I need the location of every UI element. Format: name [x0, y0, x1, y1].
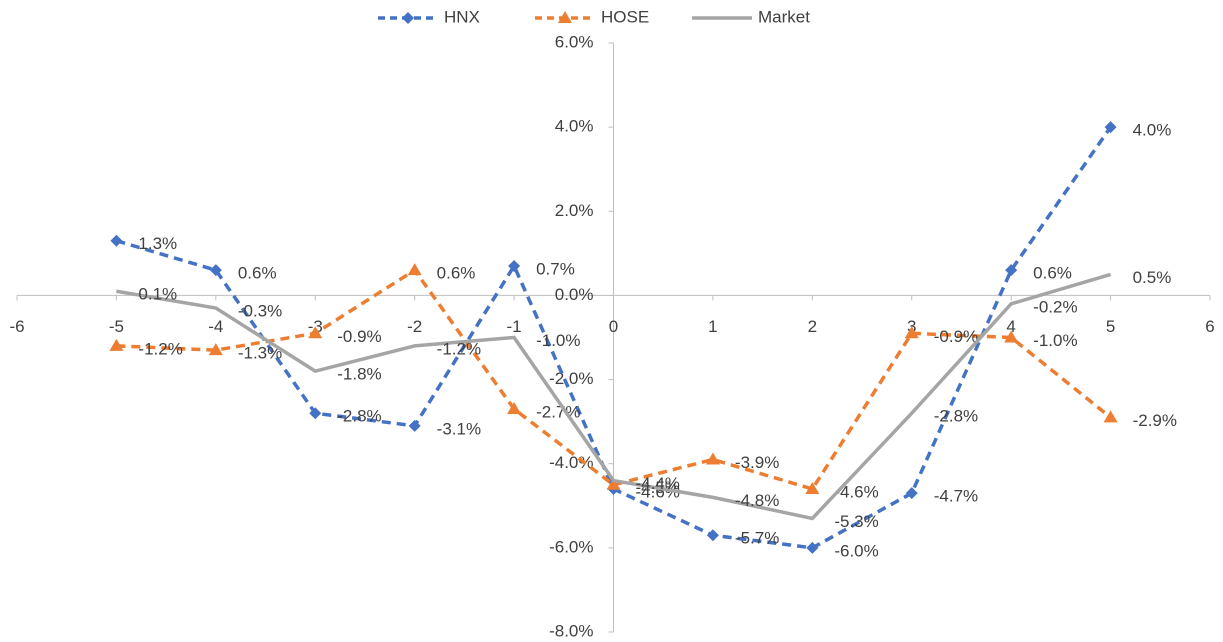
point-marker: [706, 529, 719, 542]
data-label: 0.6%: [437, 264, 476, 283]
y-tick-label: 2.0%: [555, 201, 594, 220]
point-marker: [905, 487, 918, 500]
data-label: -5.3%: [834, 512, 878, 531]
series-line: [116, 272, 1112, 521]
x-tick-label: 2: [808, 317, 817, 336]
point-marker: [110, 234, 123, 247]
data-label: -0.9%: [337, 327, 381, 346]
x-tick-label: 6: [1205, 317, 1214, 336]
y-tick-label: 6.0%: [555, 32, 594, 51]
legend-marker: [558, 11, 572, 23]
data-label: -6.0%: [834, 541, 878, 560]
legend-label: Market: [758, 7, 810, 26]
series-line: [116, 267, 1112, 492]
data-label: 0.6%: [1033, 264, 1072, 283]
x-tick-label: 5: [1106, 317, 1115, 336]
x-tick-label: -6: [9, 317, 24, 336]
legend-marker: [402, 12, 414, 24]
data-label: -4.4%: [636, 474, 680, 493]
y-tick-label: 0.0%: [555, 285, 594, 304]
point-marker: [309, 407, 322, 420]
y-tick-label: -6.0%: [549, 537, 593, 556]
data-label: -4.7%: [934, 487, 978, 506]
data-label: -2.7%: [536, 403, 580, 422]
legend-label: HNX: [444, 7, 480, 26]
point-marker: [1103, 410, 1118, 423]
x-tick-label: 4: [1006, 317, 1015, 336]
data-label: -1.2%: [138, 339, 182, 358]
x-tick-label: -2: [407, 317, 422, 336]
y-tick-label: -2.0%: [549, 369, 593, 388]
data-label: -4.8%: [735, 491, 779, 510]
data-label: -5.7%: [735, 529, 779, 548]
data-label: 4.0%: [1133, 121, 1172, 140]
y-tick-label: 4.0%: [555, 117, 594, 136]
x-tick-label: -4: [208, 317, 223, 336]
data-label: -0.2%: [1033, 297, 1077, 316]
point-marker: [1004, 330, 1019, 343]
data-label: 0.1%: [138, 285, 177, 304]
point-marker: [508, 259, 521, 272]
x-tick-label: -1: [507, 317, 522, 336]
x-tick-label: 0: [609, 317, 618, 336]
point-marker: [806, 541, 819, 554]
point-marker: [109, 338, 124, 351]
data-label: -0.3%: [238, 302, 282, 321]
x-tick-label: -5: [109, 317, 124, 336]
data-label: -3.1%: [437, 419, 481, 438]
data-label: 1.3%: [138, 234, 177, 253]
point-marker: [805, 481, 820, 494]
y-tick-label: -8.0%: [549, 621, 593, 640]
data-label: -1.8%: [337, 365, 381, 384]
data-label: -1.2%: [437, 339, 481, 358]
data-label: -4.6%: [834, 482, 878, 501]
point-marker: [209, 264, 222, 277]
x-tick-label: 1: [708, 317, 717, 336]
data-label: -1.0%: [536, 331, 580, 350]
data-label: -2.9%: [1133, 411, 1177, 430]
point-marker: [408, 419, 421, 432]
point-marker: [407, 263, 422, 276]
data-label: 0.6%: [238, 264, 277, 283]
y-tick-label: -4.0%: [549, 453, 593, 472]
data-label: 0.5%: [1133, 268, 1172, 287]
point-marker: [507, 402, 522, 415]
data-label: -1.0%: [1033, 331, 1077, 350]
point-marker: [1005, 264, 1018, 277]
point-marker: [705, 452, 720, 465]
point-marker: [1104, 121, 1117, 134]
data-label: -3.9%: [735, 453, 779, 472]
point-marker: [606, 477, 621, 490]
legend-label: HOSE: [601, 7, 649, 26]
data-label: -0.9%: [934, 327, 978, 346]
data-label: -2.8%: [337, 407, 381, 426]
data-label: -2.8%: [934, 407, 978, 426]
data-label: 0.7%: [536, 259, 575, 278]
point-marker: [308, 326, 323, 339]
point-marker: [208, 343, 223, 356]
point-marker: [904, 326, 919, 339]
data-label: -1.3%: [238, 344, 282, 363]
